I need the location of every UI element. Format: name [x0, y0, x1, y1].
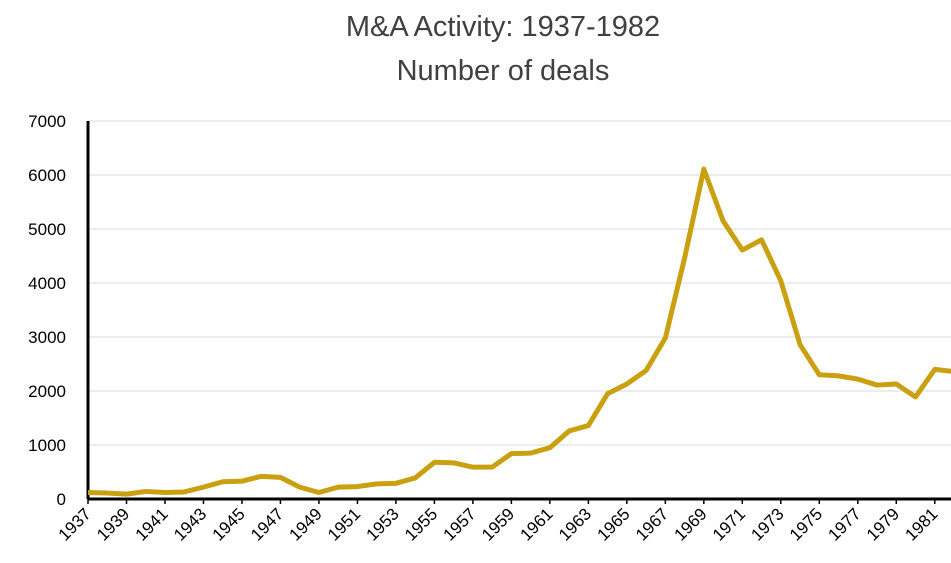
x-tick-label: 1941 [132, 504, 172, 544]
x-tick-label: 1945 [209, 504, 249, 544]
y-tick-label: 4000 [28, 274, 66, 293]
y-tick-label: 5000 [28, 220, 66, 239]
x-tick-label: 1963 [555, 504, 595, 544]
x-tick-label: 1937 [55, 504, 95, 544]
y-tick-label: 2000 [28, 382, 66, 401]
x-tick-label: 1955 [401, 504, 441, 544]
x-tick-label: 1949 [286, 504, 326, 544]
y-tick-label: 7000 [28, 112, 66, 131]
data-line [87, 166, 951, 497]
x-tick-label: 1981 [901, 504, 941, 544]
x-tick-label: 1975 [786, 504, 826, 544]
y-tick-label: 3000 [28, 328, 66, 347]
x-tick-label: 1957 [440, 504, 480, 544]
y-tick-label: 0 [57, 490, 66, 509]
x-tick-label: 1939 [93, 504, 133, 544]
y-tick-label: 1000 [28, 436, 66, 455]
x-tick-label: 1971 [709, 504, 749, 544]
x-tick-label: 1953 [363, 504, 403, 544]
x-tick-label: 1961 [517, 504, 557, 544]
x-tick-label: 1969 [670, 504, 710, 544]
chart-subtitle: Number of deals [397, 55, 610, 87]
x-tick-label: 1977 [824, 504, 864, 544]
x-tick-label: 1943 [170, 504, 210, 544]
x-tick-label: 1951 [324, 504, 364, 544]
chart-title: M&A Activity: 1937-1982 [346, 11, 660, 43]
x-tick-label: 1967 [632, 504, 672, 544]
x-tick-label: 1959 [478, 504, 518, 544]
x-tick-label: 1979 [863, 504, 903, 544]
y-tick-label: 6000 [28, 166, 66, 185]
x-tick-label: 1973 [747, 504, 787, 544]
x-tick-label: 1947 [247, 504, 287, 544]
x-tick-label: 1965 [593, 504, 633, 544]
